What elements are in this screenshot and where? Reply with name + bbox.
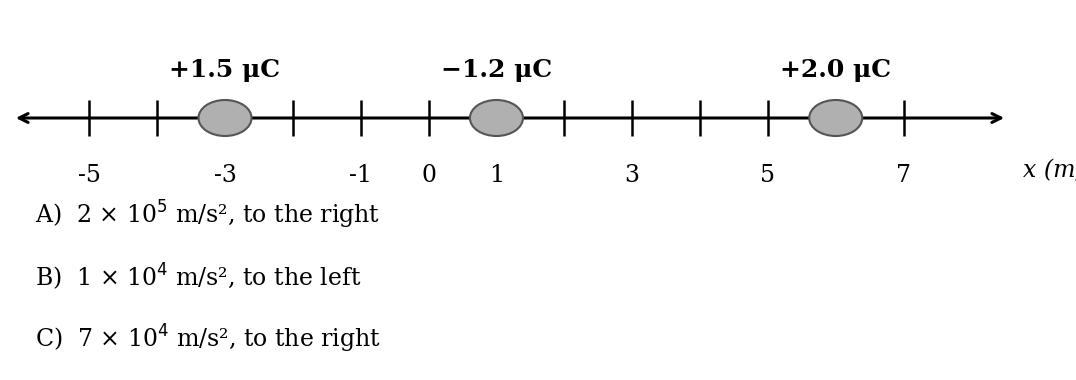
- Text: 0: 0: [421, 164, 436, 187]
- Text: C)  7 × 10$^{4}$ m/s², to the right: C) 7 × 10$^{4}$ m/s², to the right: [36, 323, 381, 355]
- Text: x (m): x (m): [1023, 159, 1076, 182]
- Text: A)  2 × 10$^{5}$ m/s², to the right: A) 2 × 10$^{5}$ m/s², to the right: [36, 199, 380, 231]
- Ellipse shape: [198, 100, 252, 136]
- Text: +2.0 μC: +2.0 μC: [780, 58, 891, 82]
- Text: 5: 5: [761, 164, 776, 187]
- Text: 7: 7: [896, 164, 911, 187]
- Text: 1: 1: [489, 164, 504, 187]
- Text: 3: 3: [625, 164, 639, 187]
- Text: B)  1 × 10$^{4}$ m/s², to the left: B) 1 × 10$^{4}$ m/s², to the left: [36, 261, 362, 292]
- Text: +1.5 μC: +1.5 μC: [169, 58, 281, 82]
- Text: −1.2 μC: −1.2 μC: [441, 58, 552, 82]
- Ellipse shape: [809, 100, 862, 136]
- Text: -1: -1: [350, 164, 372, 187]
- Ellipse shape: [470, 100, 523, 136]
- Text: -5: -5: [77, 164, 101, 187]
- Text: -3: -3: [213, 164, 237, 187]
